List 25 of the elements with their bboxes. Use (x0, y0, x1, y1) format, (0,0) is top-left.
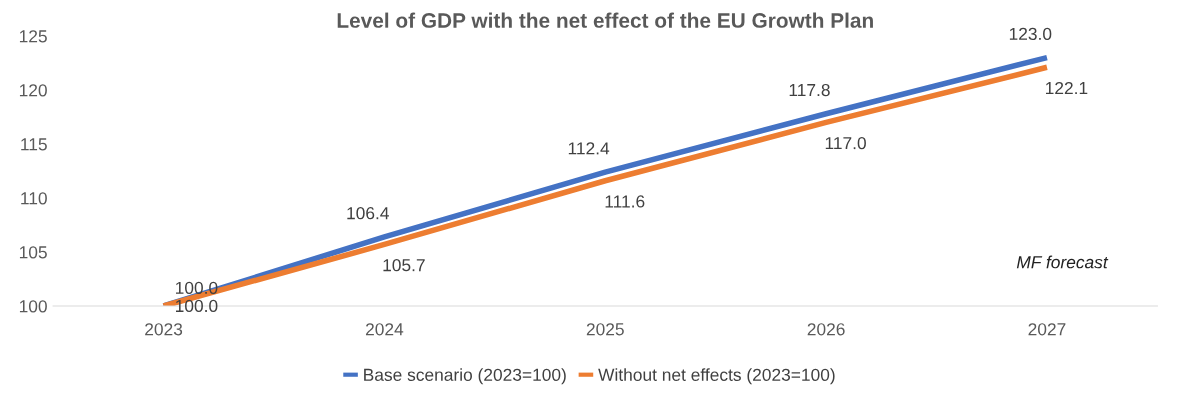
data-label: 100.0 (176, 299, 218, 313)
data-label: 117.8 (789, 83, 830, 97)
legend-label: Without net effects (2023=100) (598, 368, 835, 385)
data-label: 112.4 (568, 142, 610, 155)
data-label: 111.6 (605, 195, 645, 208)
chart-title: Level of GDP with the net effect of the EU Growth Plan (337, 12, 873, 28)
legend-label: Base scenario (2023=100) (364, 368, 566, 385)
x-tick-label: 2023 (145, 323, 183, 336)
data-label: 117.0 (825, 136, 866, 150)
x-tick-label: 2025 (586, 323, 624, 336)
y-tick-label: 120 (19, 84, 47, 97)
y-tick-label: 125 (19, 30, 47, 43)
data-label: 100.0 (176, 281, 218, 294)
x-tick-label: 2027 (1028, 323, 1066, 336)
annotation: MF forecast (1016, 255, 1109, 269)
data-label: 123.0 (1009, 27, 1052, 41)
data-label: 122.1 (1046, 81, 1088, 95)
x-tick-label: 2026 (807, 323, 845, 336)
data-label: 105.7 (383, 259, 425, 272)
x-tick-label: 2024 (365, 323, 404, 336)
y-tick-label: 110 (21, 192, 47, 205)
data-label: 106.4 (347, 207, 389, 220)
y-tick-label: 115 (21, 138, 47, 151)
y-tick-label: 100 (19, 300, 47, 313)
y-tick-label: 105 (19, 246, 47, 259)
